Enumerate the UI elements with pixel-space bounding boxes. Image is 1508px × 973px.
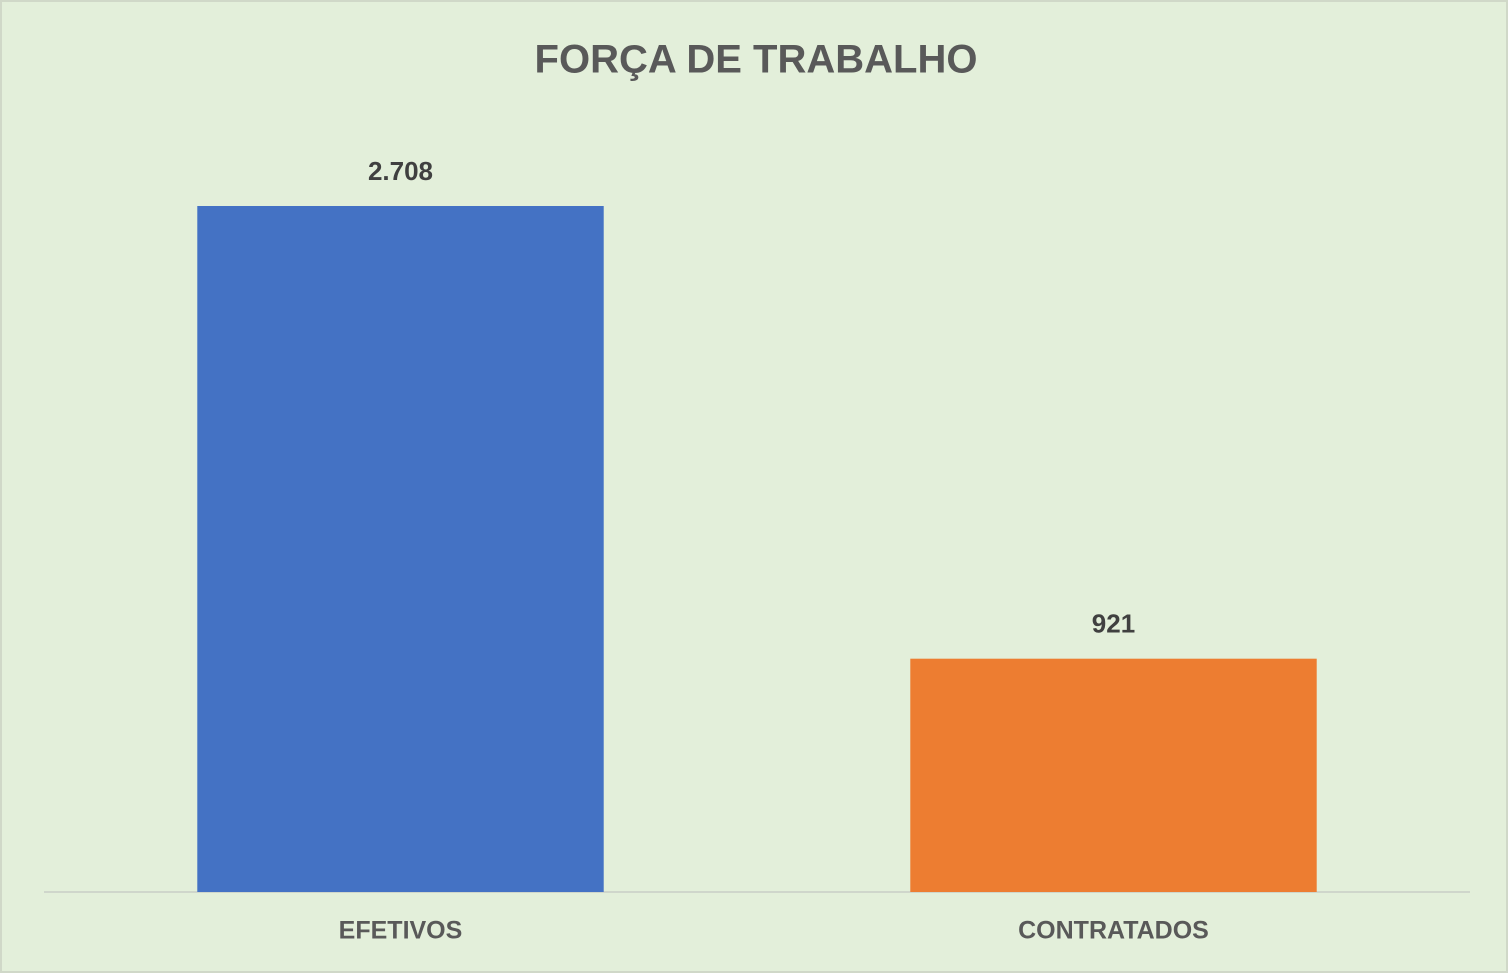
value-label: 2.708 (368, 156, 433, 186)
bar (197, 206, 604, 892)
bar (910, 658, 1317, 892)
value-label: 921 (1092, 609, 1135, 639)
x-tick-label: CONTRATADOS (1018, 917, 1209, 945)
chart-title: FORÇA DE TRABALHO (535, 38, 978, 82)
x-tick-label: EFETIVOS (339, 917, 463, 945)
